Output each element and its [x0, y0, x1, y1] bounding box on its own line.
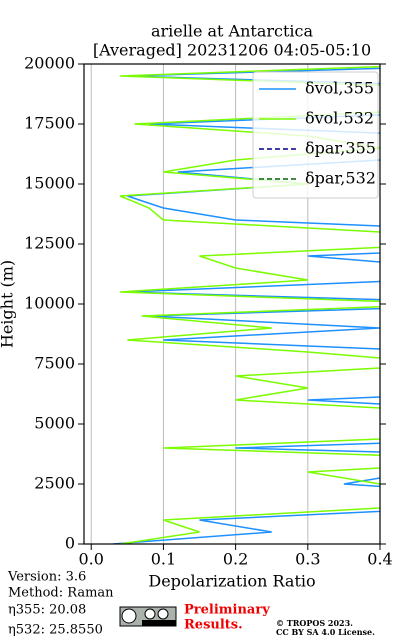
chart-title: arielle at Antarctica	[151, 22, 314, 41]
license: © TROPOS 2023.	[276, 618, 353, 628]
x-tick-label: 0.2	[223, 550, 248, 569]
x-tick-label: 0.3	[295, 550, 320, 569]
preliminary: Preliminary	[184, 603, 270, 618]
legend-box	[252, 71, 379, 199]
x-tick-label: 0.1	[151, 550, 176, 569]
y-tick-label: 17500	[24, 114, 75, 133]
x-tick-label: 0.0	[78, 550, 103, 569]
y-axis-label: Height (m)	[0, 260, 17, 348]
eta-532: η532: 25.8550	[8, 623, 103, 638]
method: Method: Raman	[8, 586, 114, 601]
legend-label: δpar,532	[305, 169, 376, 188]
x-tick-label: 0.4	[367, 550, 392, 569]
axes: 0.0 0.1 0.2 0.3 0.4 0 2500 5000 7500 10000 12500 15…	[24, 54, 393, 569]
legend: δvol,355 δvol,532 δpar,355 δpar,532	[252, 71, 379, 199]
y-tick-label: 15000	[24, 174, 75, 193]
license: CC BY SA 4.0 License.	[276, 627, 375, 637]
y-tick-label: 7500	[34, 354, 75, 373]
y-tick-label: 20000	[24, 54, 75, 73]
x-axis-label: Depolarization Ratio	[148, 572, 315, 591]
y-tick-label: 10000	[24, 294, 75, 313]
y-tick-label: 5000	[34, 414, 75, 433]
legend-label: δvol,532	[305, 109, 374, 128]
y-tick-label: 2500	[34, 474, 75, 493]
legend-label: δvol,355	[305, 79, 374, 98]
y-tick-label: 0	[65, 534, 75, 553]
version: Version: 3.6	[7, 570, 86, 585]
preliminary: Results.	[184, 618, 243, 633]
chart-subtitle: [Averaged] 20231206 04:05-05:10	[93, 41, 371, 60]
y-tick-label: 12500	[24, 234, 75, 253]
eta-355: η355: 20.08	[8, 603, 86, 618]
legend-label: δpar,355	[305, 139, 376, 158]
cc-logo	[119, 606, 177, 627]
